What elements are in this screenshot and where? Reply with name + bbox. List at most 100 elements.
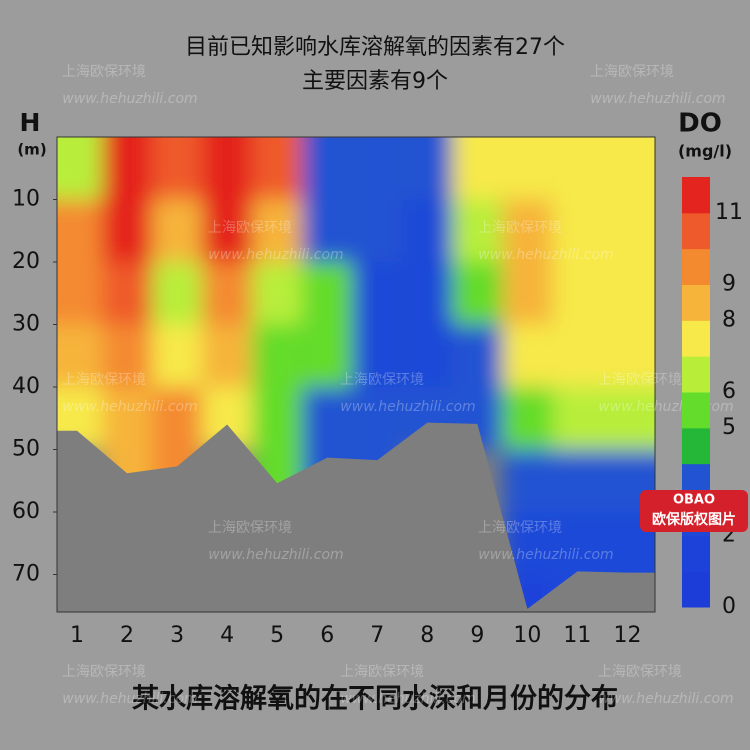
heatmap-cell [102, 324, 153, 388]
heatmap-cell [152, 387, 203, 451]
colorbar-band [682, 177, 710, 214]
plot-area [57, 137, 655, 612]
chart-subtitle: 主要因素有9个 [302, 69, 448, 94]
heatmap-cell [352, 199, 403, 263]
heatmap-cell [152, 199, 203, 263]
heatmap-cell [502, 324, 553, 388]
x-tick-label: 6 [320, 623, 334, 648]
colorbar-band [682, 248, 710, 285]
colorbar-unit: (mg/l) [678, 142, 732, 161]
heatmap-cell [552, 387, 603, 451]
heatmap-cell [102, 387, 153, 451]
heatmap-cell [602, 199, 655, 263]
heatmap-cell [402, 199, 453, 263]
colorbar-band [682, 392, 710, 429]
heatmap-cell [152, 262, 203, 326]
x-tick-label: 11 [563, 623, 591, 648]
heatmap-cell [402, 137, 453, 201]
watermark-company: 上海欧保环境 [62, 64, 146, 80]
heatmap-cell [502, 137, 553, 201]
heatmap-cell [502, 387, 553, 451]
heatmap-cell [202, 324, 253, 388]
heatmap-cell [452, 262, 503, 326]
heatmap-cell [452, 324, 503, 388]
heatmap-cell [57, 137, 103, 201]
watermark-url: www.hehuzhili.com [340, 399, 475, 415]
heatmap-cell [402, 262, 453, 326]
heatmap-cell [352, 137, 403, 201]
heatmap-cell [152, 137, 203, 201]
heatmap-cell [502, 262, 553, 326]
watermark-company: 上海欧保环境 [208, 220, 292, 236]
heatmap-cell [302, 262, 353, 326]
watermark-company: 上海欧保环境 [478, 520, 562, 536]
colorbar-band [682, 427, 710, 465]
heatmap-cell [302, 387, 353, 451]
colorbar-band [682, 535, 710, 572]
heatmap-cell [252, 387, 303, 451]
x-tick-label: 3 [170, 623, 184, 648]
heatmap-cell [352, 262, 403, 326]
badge: OBAO 欧保版权图片 [640, 490, 748, 532]
x-tick-label: 9 [470, 623, 484, 648]
x-tick-label: 5 [270, 623, 284, 648]
y-axis-label: H [20, 108, 41, 137]
x-tick-label: 4 [220, 623, 234, 648]
heatmap-cell [552, 199, 603, 263]
colorbar-tick-label: 0 [722, 594, 736, 619]
heatmap-cell [302, 199, 353, 263]
colorbar-tick-label: 6 [722, 379, 736, 404]
y-tick-label: 60 [12, 499, 40, 524]
colorbar-band [682, 320, 710, 357]
y-tick-label: 30 [12, 312, 40, 337]
colorbar-tick-label: 9 [722, 272, 736, 297]
watermark-url: www.hehuzhili.com [598, 399, 733, 415]
heatmap-cell [602, 262, 655, 326]
heatmap-cell [552, 512, 603, 576]
colorbar-tick-label: 8 [722, 307, 736, 332]
watermark-company: 上海欧保环境 [598, 372, 682, 388]
heatmap-cell [502, 449, 553, 513]
plot-border [56, 136, 656, 613]
lake-bottom [57, 422, 655, 612]
badge-text: 欧保版权图片 [652, 511, 736, 528]
heatmap-cell [202, 137, 253, 201]
heatmap-cell [602, 387, 655, 451]
heatmap-cell [252, 262, 303, 326]
x-tick-label: 1 [70, 623, 84, 648]
watermark-company: 上海欧保环境 [340, 372, 424, 388]
heatmap-cell [152, 324, 203, 388]
y-tick-label: 70 [12, 562, 40, 587]
y-tick-label: 10 [12, 187, 40, 212]
caption: 某水库溶解氧的在不同水深和月份的分布 [132, 683, 618, 715]
y-tick-label: 20 [12, 249, 40, 274]
heatmap-cell [552, 262, 603, 326]
heatmap-cell [252, 137, 303, 201]
heatmap-cell [352, 324, 403, 388]
watermark-url: www.hehuzhili.com [478, 247, 613, 263]
heatmap-cell [452, 199, 503, 263]
heatmap-cell [57, 262, 103, 326]
y-axis-unit: (m) [17, 141, 46, 159]
watermark-company: 上海欧保环境 [478, 220, 562, 236]
colorbar-label: DO [678, 109, 722, 139]
watermark-url: www.hehuzhili.com [62, 91, 197, 107]
heatmap-cell [402, 324, 453, 388]
heatmap-cell [352, 387, 403, 451]
chart-title: 目前已知影响水库溶解氧的因素有27个 [185, 35, 565, 60]
heatmap-cell [452, 137, 503, 201]
heatmap-cell [57, 324, 103, 388]
watermark-url: www.hehuzhili.com [208, 547, 343, 563]
watermark-url: www.hehuzhili.com [340, 691, 475, 707]
watermark-url: www.hehuzhili.com [478, 547, 613, 563]
heatmap-cell [302, 137, 353, 201]
heatmap-cell [502, 199, 553, 263]
colorbar-tick-label: 11 [715, 200, 743, 225]
watermark-company: 上海欧保环境 [208, 520, 292, 536]
heatmap-cell [102, 137, 153, 201]
heatmap-cell [302, 324, 353, 388]
y-tick-label: 40 [12, 374, 40, 399]
badge-background [640, 490, 748, 532]
y-tick-label: 50 [12, 437, 40, 462]
